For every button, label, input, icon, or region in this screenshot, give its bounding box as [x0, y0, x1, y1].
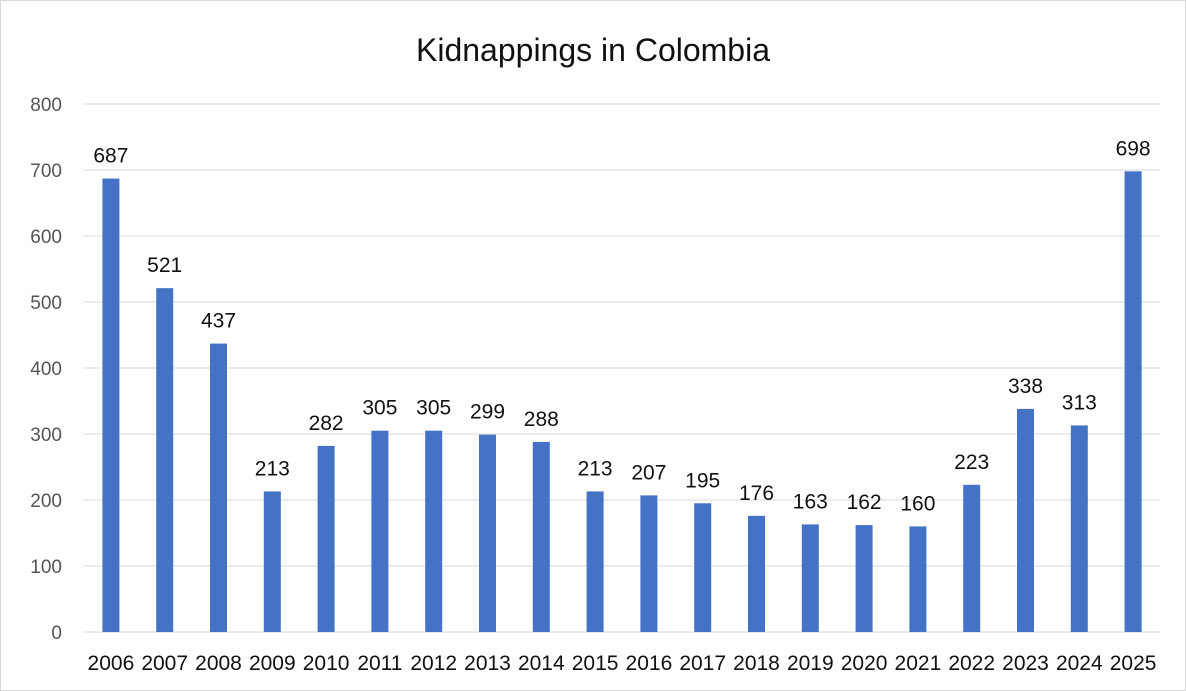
data-labels: 687 521 437 213 282 305 305 299 288 213 207 195 176 1… — [93, 137, 1150, 515]
y-tick-label: 400 — [30, 359, 62, 380]
y-tick-label: 0 — [51, 623, 62, 644]
data-label-2011: 305 — [362, 397, 397, 420]
data-label-2019: 163 — [793, 490, 828, 513]
x-tick-label-2019: 2019 — [787, 652, 834, 675]
y-tick-label: 100 — [30, 557, 62, 578]
bar-2017 — [694, 503, 712, 632]
x-tick-label-2014: 2014 — [518, 652, 565, 675]
bars — [102, 171, 1142, 632]
x-tick-label-2011: 2011 — [357, 652, 402, 675]
bar-2021 — [909, 526, 927, 632]
bar-2019 — [801, 524, 819, 632]
data-label-2007: 521 — [147, 254, 182, 277]
bar-2009 — [263, 491, 281, 632]
bar-2006 — [102, 178, 120, 632]
x-tick-label-2017: 2017 — [679, 652, 726, 675]
x-tick-label-2020: 2020 — [841, 652, 888, 675]
y-tick-label: 200 — [30, 491, 62, 512]
data-label-2017: 195 — [685, 469, 720, 492]
x-tick-label-2018: 2018 — [733, 652, 780, 675]
bar-2024 — [1070, 425, 1088, 632]
bar-2014 — [532, 441, 550, 632]
bar-2008 — [210, 343, 227, 632]
data-label-2008: 437 — [201, 310, 236, 333]
chart-title: Kidnappings in Colombia — [416, 32, 770, 68]
data-label-2006: 687 — [93, 145, 128, 168]
data-label-2015: 213 — [578, 457, 613, 480]
x-tick-label-2006: 2006 — [88, 652, 135, 675]
x-tick-label-2021: 2021 — [895, 652, 942, 675]
bar-2020 — [855, 525, 873, 632]
bar-2022 — [963, 484, 981, 632]
data-label-2025: 698 — [1116, 137, 1151, 160]
x-tick-label-2022: 2022 — [948, 652, 995, 675]
y-tick-label: 300 — [30, 425, 62, 446]
bar-2025 — [1124, 171, 1142, 632]
data-label-2014: 288 — [524, 408, 559, 431]
y-tick-label: 600 — [30, 227, 62, 248]
x-tick-label-2024: 2024 — [1056, 652, 1103, 675]
x-tick-label-2008: 2008 — [195, 652, 242, 675]
y-tick-label: 700 — [30, 161, 62, 182]
bar-2012 — [425, 430, 443, 632]
data-label-2023: 338 — [1008, 375, 1043, 398]
data-label-2022: 223 — [954, 451, 989, 474]
bar-2007 — [156, 288, 174, 632]
x-tick-label-2013: 2013 — [464, 652, 511, 675]
x-tick-label-2012: 2012 — [410, 652, 457, 675]
x-tick-label-2010: 2010 — [303, 652, 350, 675]
data-label-2010: 282 — [309, 412, 344, 435]
data-label-2009: 213 — [255, 457, 290, 480]
bar-2013 — [479, 434, 496, 632]
data-label-2018: 176 — [739, 482, 774, 505]
data-label-2020: 162 — [847, 491, 882, 514]
x-tick-label-2016: 2016 — [626, 652, 673, 675]
bar-2011 — [371, 430, 389, 632]
bar-2010 — [317, 445, 335, 632]
bar-2018 — [748, 515, 765, 632]
x-tick-label-2023: 2023 — [1002, 652, 1049, 675]
data-label-2013: 299 — [470, 401, 505, 424]
y-axis-ticks: 0 100 200 300 400 500 600 700 800 — [30, 95, 62, 644]
data-label-2024: 313 — [1062, 391, 1097, 414]
y-tick-label: 500 — [30, 293, 62, 314]
x-tick-label-2015: 2015 — [572, 652, 619, 675]
x-tick-label-2009: 2009 — [249, 652, 296, 675]
bar-2015 — [586, 491, 604, 632]
data-label-2012: 305 — [416, 397, 451, 420]
gridlines — [84, 103, 1160, 633]
x-tick-label-2007: 2007 — [141, 652, 188, 675]
data-label-2021: 160 — [900, 492, 935, 515]
y-tick-label: 800 — [30, 95, 62, 116]
data-label-2016: 207 — [631, 461, 666, 484]
x-axis-ticks: 2006 2007 2008 2009 2010 2011 2012 2013 2014 2015… — [88, 652, 1157, 675]
bar-2023 — [1017, 408, 1034, 632]
bar-2016 — [640, 495, 658, 632]
x-tick-label-2025: 2025 — [1110, 652, 1157, 675]
